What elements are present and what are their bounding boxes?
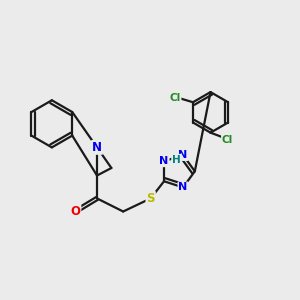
Text: N: N xyxy=(92,141,102,154)
Text: N: N xyxy=(159,156,169,166)
Text: N: N xyxy=(178,182,188,192)
Text: O: O xyxy=(70,205,80,218)
Text: Cl: Cl xyxy=(222,135,233,145)
Text: S: S xyxy=(146,192,155,205)
Text: H: H xyxy=(172,154,181,165)
Text: Cl: Cl xyxy=(169,93,181,103)
Text: N: N xyxy=(178,150,188,160)
